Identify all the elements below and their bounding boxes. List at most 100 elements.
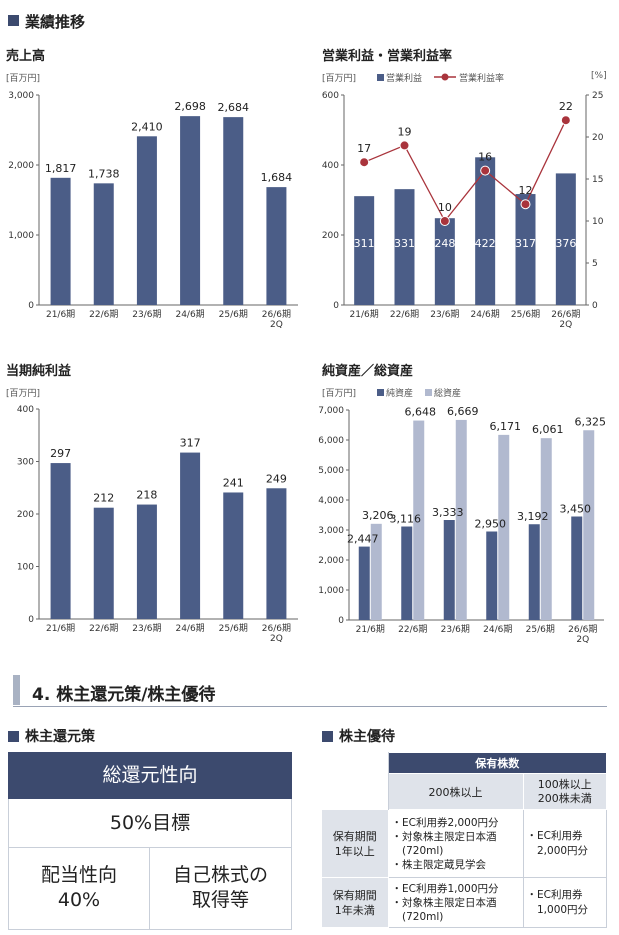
net-bar [50, 463, 71, 619]
assets-x-tick-label: 26/6期 [568, 624, 597, 635]
legend-a-swatch [377, 389, 384, 396]
sales-y-tick-label: 0 [28, 301, 34, 311]
assets-total-label: 3,206 [362, 509, 394, 522]
assets-total-bar [455, 419, 467, 620]
sales-y-tick-label: 3,000 [8, 91, 34, 101]
legend-line-label: 営業利益率 [459, 74, 505, 84]
assets-total-bar [413, 420, 425, 620]
benefits-marker-icon [322, 731, 333, 742]
row1-col1-item: ・株主限定蔵見学会 [391, 858, 487, 871]
net-value-label: 218 [136, 489, 157, 502]
legend-bar-swatch [377, 74, 384, 81]
col2-header: 100株以上 200株未満 [522, 773, 607, 810]
buyback-line1: 自己株式の [172, 864, 268, 886]
sales-x-tick-label: 21/6期 [46, 309, 75, 320]
net-bar [93, 507, 114, 619]
payout-line1: 配当性向 [40, 864, 117, 886]
assets-net-label: 3,333 [432, 506, 464, 519]
net-bar [266, 488, 287, 619]
net-y-tick-label: 100 [17, 563, 34, 573]
net-x-tick-label: 25/6期 [219, 623, 248, 634]
assets-net-bar [443, 520, 455, 620]
op-y2-tick-label: 15 [592, 175, 603, 185]
op-margin-label: 10 [438, 201, 452, 214]
return-policy-heading: 株主還元策 [25, 729, 95, 745]
assets-total-bar [370, 523, 382, 620]
net-y-tick-label: 200 [17, 510, 34, 520]
row1-col1: ・EC利用券2,000円分 ・対象株主限定日本酒 (720ml) ・株主限定蔵見… [387, 809, 524, 878]
op-margin-point [439, 216, 450, 226]
op-margin-point [480, 165, 491, 176]
op-y2-tick-label: 25 [592, 91, 603, 101]
col1-header: 200株以上 [387, 773, 524, 810]
op-margin-line [363, 119, 567, 223]
op-y-tick-label: 600 [322, 91, 339, 101]
net-y-tick-label: 400 [17, 405, 34, 415]
assets-y-tick-label: 2,000 [318, 556, 344, 566]
op-bar [394, 189, 415, 305]
target-box: 50%目標 [8, 799, 292, 848]
op-margin-label: 12 [519, 184, 533, 197]
op-x-tick-label: 24/6期 [471, 309, 500, 320]
benefits-heading: 株主優待 [339, 729, 395, 745]
benefits-table: 保有株数 200株以上 100株以上 200株未満 保有期間 1年以上 ・EC利… [321, 752, 607, 928]
sales-value-label: 2,410 [131, 120, 163, 133]
op-bar-value-label: 331 [394, 237, 415, 250]
op-margin-point [359, 157, 370, 168]
op-bar [434, 218, 455, 305]
sales-value-label: 2,698 [174, 100, 206, 113]
op-y-tick-label: 200 [322, 231, 339, 241]
assets-x-tick-label: 2Q [576, 635, 589, 645]
sales-bar [136, 136, 157, 305]
op-bar [515, 194, 536, 305]
op-bar-value-label: 422 [475, 237, 496, 250]
assets-y-tick-label: 3,000 [318, 526, 344, 536]
row2-col1: ・EC利用券1,000円分 ・対象株主限定日本酒 (720ml) [387, 877, 524, 928]
assets-net-bar [571, 516, 583, 620]
op-y2-tick-label: 10 [592, 217, 604, 227]
net-x-tick-label: 21/6期 [46, 623, 75, 634]
section4-divider [13, 706, 607, 707]
net-bar [180, 452, 201, 619]
assets-total-label: 6,061 [532, 423, 564, 436]
table-corner [321, 752, 389, 774]
row1-label: 保有期間 1年以上 [321, 809, 389, 878]
op-margin-label: 19 [398, 125, 412, 138]
op-x-tick-label: 25/6期 [511, 309, 540, 320]
op-y2-tick-label: 20 [592, 133, 604, 143]
chart-title-assets: 純資産／総資産 [322, 364, 414, 379]
legend-line-swatch [434, 73, 456, 81]
col-group-header: 保有株数 [387, 752, 607, 774]
legend-a-label: 純資産 [386, 389, 414, 399]
op-x-tick-label: 22/6期 [390, 309, 419, 320]
net-y-tick-label: 300 [17, 458, 34, 468]
op-margin-label: 22 [559, 100, 573, 113]
sales-value-label: 1,817 [45, 162, 77, 175]
row2-col1-item: ・対象株主限定日本酒 [391, 896, 497, 909]
op-y-tick-label: 0 [333, 301, 339, 311]
assets-net-label: 3,116 [390, 513, 422, 526]
op-x-tick-label: 2Q [559, 320, 572, 330]
op-bar-value-label: 376 [555, 237, 576, 250]
op-y2-tick-label: 5 [592, 259, 598, 269]
net-value-label: 249 [266, 472, 287, 485]
net-value-label: 241 [223, 476, 244, 489]
row2-col1-item: (720ml) [391, 910, 444, 923]
op-y2-tick-label: 0 [592, 301, 598, 311]
assets-net-bar [528, 524, 540, 620]
sales-bar [266, 187, 287, 305]
assets-total-bar [583, 430, 595, 620]
sales-x-tick-label: 23/6期 [132, 309, 161, 320]
net-x-tick-label: 2Q [270, 634, 283, 644]
op-bar [354, 196, 375, 305]
row2-label: 保有期間 1年未満 [321, 877, 389, 928]
unit-op-left: [百万円] [322, 74, 357, 84]
assets-net-bar [358, 546, 370, 620]
return-policy-marker-icon [8, 731, 19, 742]
sales-y-tick-label: 2,000 [8, 161, 34, 171]
op-bar [555, 173, 576, 305]
assets-x-tick-label: 24/6期 [483, 624, 512, 635]
op-bar-value-label: 317 [515, 237, 536, 250]
unit-assets: [百万円] [322, 389, 357, 399]
